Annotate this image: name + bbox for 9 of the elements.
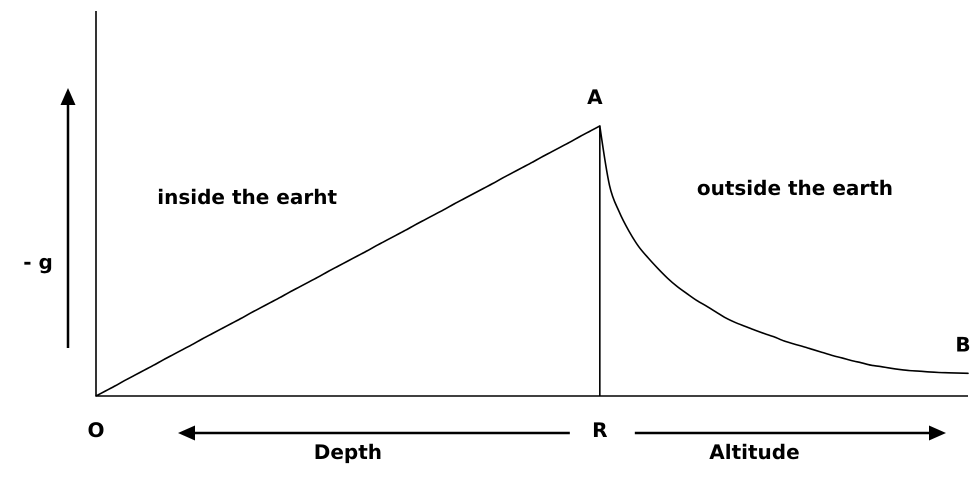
x-tick-label: O	[87, 418, 105, 442]
annotation: B	[955, 332, 971, 356]
annotation: outside the earth	[696, 176, 894, 200]
text: Depth	[314, 440, 382, 464]
text: Altitude	[709, 440, 800, 464]
y-axis-title: - g	[23, 250, 53, 274]
annotation: A	[587, 85, 604, 109]
x-tick-label: R	[592, 418, 608, 442]
annotation: inside the earht	[157, 185, 338, 209]
